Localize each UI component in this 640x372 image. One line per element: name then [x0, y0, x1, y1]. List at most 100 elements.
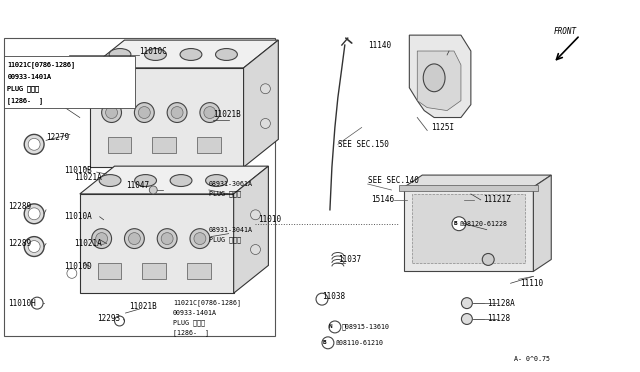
Text: 11010D: 11010D: [64, 262, 92, 271]
Text: 11010H: 11010H: [8, 299, 36, 308]
Ellipse shape: [180, 48, 202, 60]
Circle shape: [106, 107, 118, 119]
Bar: [412, 194, 525, 263]
Text: [1286-  ]: [1286- ]: [7, 97, 44, 104]
Text: PLUG プラグ: PLUG プラグ: [7, 86, 39, 92]
Circle shape: [96, 232, 108, 244]
Text: 11021A: 11021A: [74, 239, 102, 248]
Circle shape: [322, 337, 334, 349]
Text: 11010C: 11010C: [140, 46, 167, 55]
Ellipse shape: [216, 48, 237, 60]
Bar: [197, 137, 221, 153]
Polygon shape: [404, 187, 533, 271]
Text: 11038: 11038: [322, 292, 345, 301]
Text: B: B: [453, 221, 457, 226]
Circle shape: [149, 186, 157, 194]
Circle shape: [129, 232, 140, 244]
Polygon shape: [234, 166, 268, 293]
Circle shape: [102, 103, 122, 122]
Text: 08931-3041A: 08931-3041A: [209, 227, 253, 232]
Text: 11021A: 11021A: [74, 173, 102, 182]
Circle shape: [24, 134, 44, 154]
Text: 11128: 11128: [487, 314, 510, 324]
Polygon shape: [80, 166, 268, 194]
Circle shape: [204, 107, 216, 119]
Text: 12289: 12289: [8, 239, 31, 248]
Text: PLUG プラグ: PLUG プラグ: [209, 190, 241, 197]
Polygon shape: [90, 40, 278, 68]
Ellipse shape: [205, 174, 227, 186]
Bar: [108, 137, 131, 153]
Circle shape: [138, 107, 150, 119]
Polygon shape: [404, 175, 551, 187]
Circle shape: [124, 229, 145, 248]
Circle shape: [190, 229, 210, 248]
Text: 11021B: 11021B: [213, 110, 241, 119]
Text: 11037: 11037: [338, 255, 361, 264]
Text: FRONT: FRONT: [553, 27, 577, 36]
Text: 00933-1401A: 00933-1401A: [7, 74, 51, 80]
Bar: [4, 56, 136, 108]
Polygon shape: [90, 68, 244, 167]
Text: 00933-1401A: 00933-1401A: [7, 74, 51, 80]
Circle shape: [115, 316, 124, 326]
Ellipse shape: [145, 48, 166, 60]
Circle shape: [67, 268, 77, 278]
Text: 11010B: 11010B: [64, 166, 92, 174]
Ellipse shape: [170, 174, 192, 186]
Circle shape: [250, 210, 260, 220]
Text: ß08110-61210: ß08110-61210: [335, 340, 383, 346]
Text: 12293: 12293: [97, 314, 120, 324]
Text: [1286-  ]: [1286- ]: [7, 97, 44, 104]
Bar: [98, 263, 122, 279]
Circle shape: [329, 321, 341, 333]
Ellipse shape: [423, 64, 445, 92]
Text: 1125I: 1125I: [431, 123, 454, 132]
Text: 12289: 12289: [8, 202, 31, 211]
Text: 11110: 11110: [520, 279, 543, 288]
Text: 11010A: 11010A: [64, 212, 92, 221]
Circle shape: [157, 229, 177, 248]
Text: B: B: [322, 340, 326, 345]
Circle shape: [200, 103, 220, 122]
Circle shape: [316, 293, 328, 305]
Ellipse shape: [99, 174, 121, 186]
Text: 08931-3061A: 08931-3061A: [209, 181, 253, 187]
Polygon shape: [410, 35, 471, 118]
Text: 11021B: 11021B: [129, 302, 157, 311]
Text: 11121Z: 11121Z: [483, 195, 511, 204]
Bar: [187, 263, 211, 279]
Circle shape: [28, 241, 40, 253]
Bar: [4, 38, 275, 336]
Text: 00933-1401A: 00933-1401A: [173, 310, 217, 316]
Circle shape: [260, 84, 270, 94]
Circle shape: [194, 232, 206, 244]
Circle shape: [452, 217, 466, 231]
Circle shape: [24, 204, 44, 224]
Circle shape: [28, 138, 40, 150]
Bar: [152, 137, 176, 153]
Text: 11140: 11140: [367, 41, 391, 49]
Circle shape: [134, 103, 154, 122]
Circle shape: [161, 232, 173, 244]
Text: [1286-  ]: [1286- ]: [173, 330, 209, 336]
Polygon shape: [80, 194, 234, 293]
Circle shape: [250, 244, 260, 254]
Text: 11021C[0786-1286]: 11021C[0786-1286]: [173, 300, 241, 307]
Text: 12279: 12279: [46, 133, 69, 142]
Text: PLUG プラグ: PLUG プラグ: [7, 86, 39, 92]
Text: 11021C[0786-1286]: 11021C[0786-1286]: [7, 61, 76, 68]
Text: PLUG プラグ: PLUG プラグ: [173, 320, 205, 326]
Circle shape: [167, 103, 187, 122]
Ellipse shape: [134, 174, 157, 186]
Text: PLUG プラグ: PLUG プラグ: [209, 236, 241, 243]
Polygon shape: [244, 40, 278, 167]
Text: 15146: 15146: [372, 195, 395, 204]
Circle shape: [92, 229, 111, 248]
Text: SEE SEC.150: SEE SEC.150: [338, 140, 388, 149]
Text: 11128A: 11128A: [487, 299, 515, 308]
Text: ⓝ08915-13610: ⓝ08915-13610: [342, 324, 390, 330]
Circle shape: [171, 107, 183, 119]
Circle shape: [483, 253, 494, 265]
Polygon shape: [417, 51, 461, 110]
